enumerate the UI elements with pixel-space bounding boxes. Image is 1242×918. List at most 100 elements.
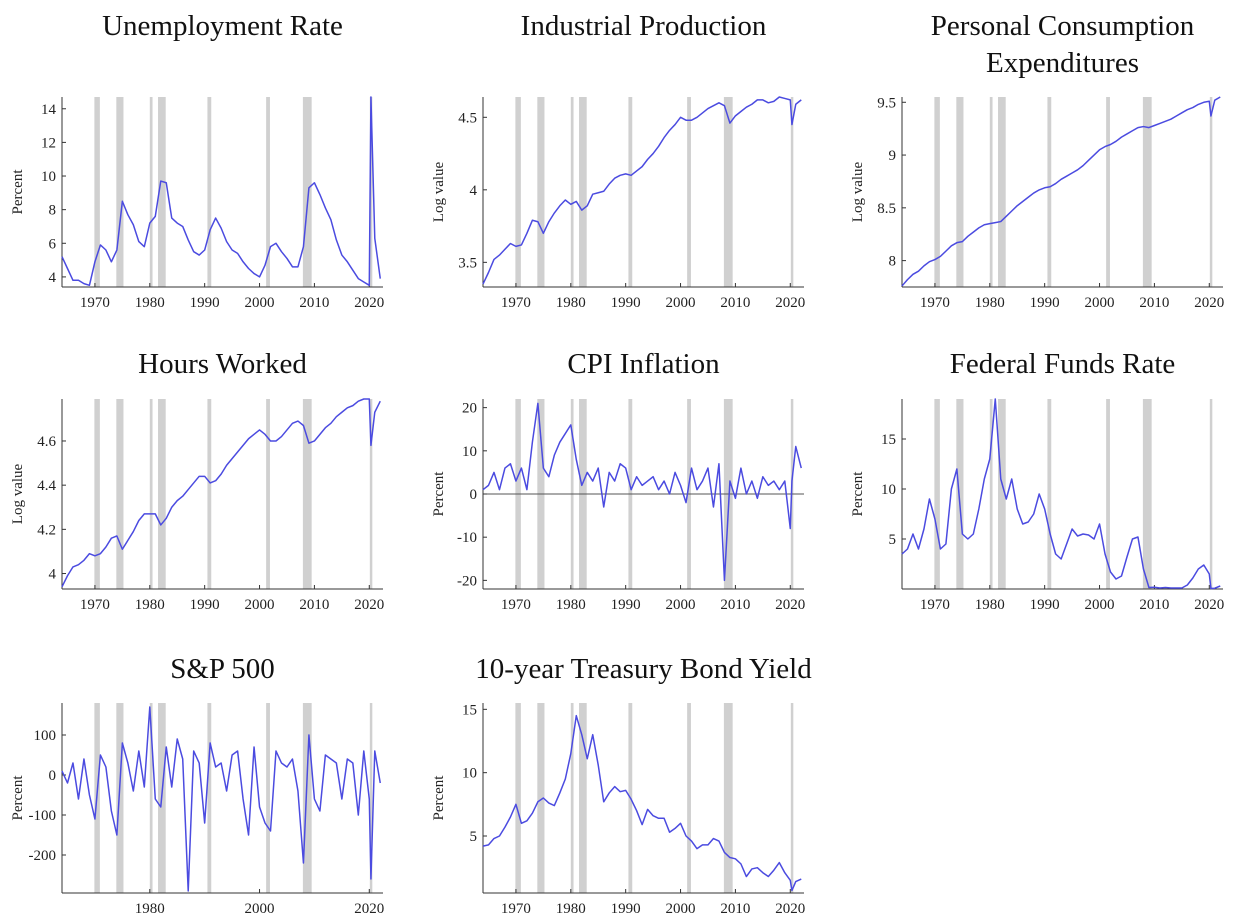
x-tick-label: 1980 [135, 901, 165, 917]
recession-band [1047, 97, 1052, 287]
y-tick-label: 20 [462, 401, 477, 417]
recession-band [628, 97, 633, 287]
x-tick-label: 1980 [135, 295, 165, 311]
recession-band [537, 97, 545, 287]
recession-band [579, 97, 587, 287]
series-line [61, 96, 382, 287]
panel-title: Unemployment Rate [102, 10, 343, 42]
y-tick-label: 8 [49, 203, 57, 219]
recession-band [687, 97, 691, 287]
panel: -200 -100 0 100 1980 2000 2020 Percent [10, 703, 384, 917]
y-axis-label: Percent [10, 169, 26, 215]
x-tick-label: 2020 [775, 901, 805, 917]
panel: 5 10 15 1970 1980 1990 2000 2010 2020 Percent [431, 702, 805, 917]
x-tick-label: 1990 [1030, 597, 1060, 613]
y-tick-label: 4.5 [458, 110, 477, 126]
recession-band [570, 703, 574, 893]
recession-band [207, 703, 212, 893]
y-tick-label: 0 [49, 768, 57, 784]
recession-band [989, 97, 993, 287]
x-tick-label: 1980 [556, 295, 586, 311]
x-tick-label: 1990 [611, 901, 641, 917]
panel-title: Personal Consumption Expenditures [930, 10, 1195, 79]
panel-title: S&P 500 [170, 653, 275, 685]
y-axis-label: Percent [431, 471, 447, 517]
y-tick-label: 3.5 [458, 255, 477, 271]
y-axis-label: Log value [850, 161, 866, 222]
y-tick-label: 6 [49, 236, 57, 252]
y-tick-label: 4.4 [37, 478, 56, 494]
recession-band [989, 399, 993, 589]
recession-band [94, 97, 100, 287]
panel: 8 8.5 9 9.5 1970 1980 1990 2000 2010 2020 Log valu… [850, 95, 1224, 311]
y-tick-label: 100 [34, 728, 57, 744]
x-tick-label: 2010 [720, 597, 750, 613]
x-tick-label: 1980 [135, 597, 165, 613]
recession-band [149, 399, 153, 589]
x-tick-label: 1970 [80, 597, 110, 613]
panel-title: CPI Inflation [567, 348, 720, 380]
recession-band [687, 703, 691, 893]
y-tick-label: 4.2 [37, 522, 56, 538]
recession-band [1106, 399, 1110, 589]
panel-title: 10-year Treasury Bond Yield [475, 653, 812, 685]
y-tick-label: 4 [470, 183, 478, 199]
y-tick-label: -10 [457, 530, 477, 546]
recession-band [1047, 399, 1052, 589]
recession-band [998, 97, 1006, 287]
recession-band [723, 703, 733, 893]
y-tick-label: 4 [49, 270, 57, 286]
x-tick-label: 2020 [354, 901, 384, 917]
recession-band [790, 703, 794, 893]
y-tick-label: -100 [29, 808, 57, 824]
panel: 3.5 4 4.5 1970 1980 1990 2000 2010 2020 Log value [431, 96, 805, 311]
x-tick-label: 2020 [775, 597, 805, 613]
x-tick-label: 1980 [975, 295, 1005, 311]
recession-band [1142, 97, 1152, 287]
series-line [901, 398, 1221, 590]
y-axis-label: Percent [10, 775, 26, 821]
y-tick-label: 9 [889, 148, 897, 164]
y-axis-label: Log value [10, 463, 26, 524]
panel: -20 -10 0 10 20 1970 1980 1990 2000 2010 2020 Perce… [431, 399, 805, 613]
series-line [482, 96, 802, 285]
x-tick-label: 2000 [666, 295, 696, 311]
recession-band [515, 703, 521, 893]
recession-band [94, 399, 100, 589]
series-line [482, 714, 802, 892]
recession-band [537, 703, 545, 893]
recession-band [515, 97, 521, 287]
recession-band [369, 97, 373, 287]
panel-title: Industrial Production [520, 10, 767, 42]
x-tick-label: 1990 [611, 597, 641, 613]
recession-band [116, 703, 124, 893]
panel: 5 10 15 1970 1980 1990 2000 2010 2020 Percent [850, 398, 1224, 613]
x-tick-label: 2000 [245, 295, 275, 311]
recession-band [158, 97, 166, 287]
x-tick-label: 2010 [720, 901, 750, 917]
recession-band [579, 703, 587, 893]
y-tick-label: 10 [881, 482, 896, 498]
y-tick-label: 12 [41, 135, 56, 151]
recession-band [723, 97, 733, 287]
recession-band [207, 97, 212, 287]
recession-band [570, 97, 574, 287]
y-tick-label: 10 [462, 444, 477, 460]
recession-band [956, 399, 964, 589]
recession-band [790, 97, 794, 287]
y-axis-label: Percent [431, 775, 447, 821]
recession-band [116, 97, 124, 287]
panel-title: Federal Funds Rate [949, 348, 1176, 380]
x-tick-label: 2010 [1139, 597, 1169, 613]
recession-band [302, 399, 312, 589]
recession-band [956, 97, 964, 287]
recession-band [998, 399, 1006, 589]
x-tick-label: 2020 [775, 295, 805, 311]
y-tick-label: -20 [457, 573, 477, 589]
x-tick-label: 1970 [501, 597, 531, 613]
x-tick-label: 2000 [245, 901, 275, 917]
y-tick-label: 4.6 [37, 434, 56, 450]
y-tick-label: 10 [41, 169, 56, 185]
